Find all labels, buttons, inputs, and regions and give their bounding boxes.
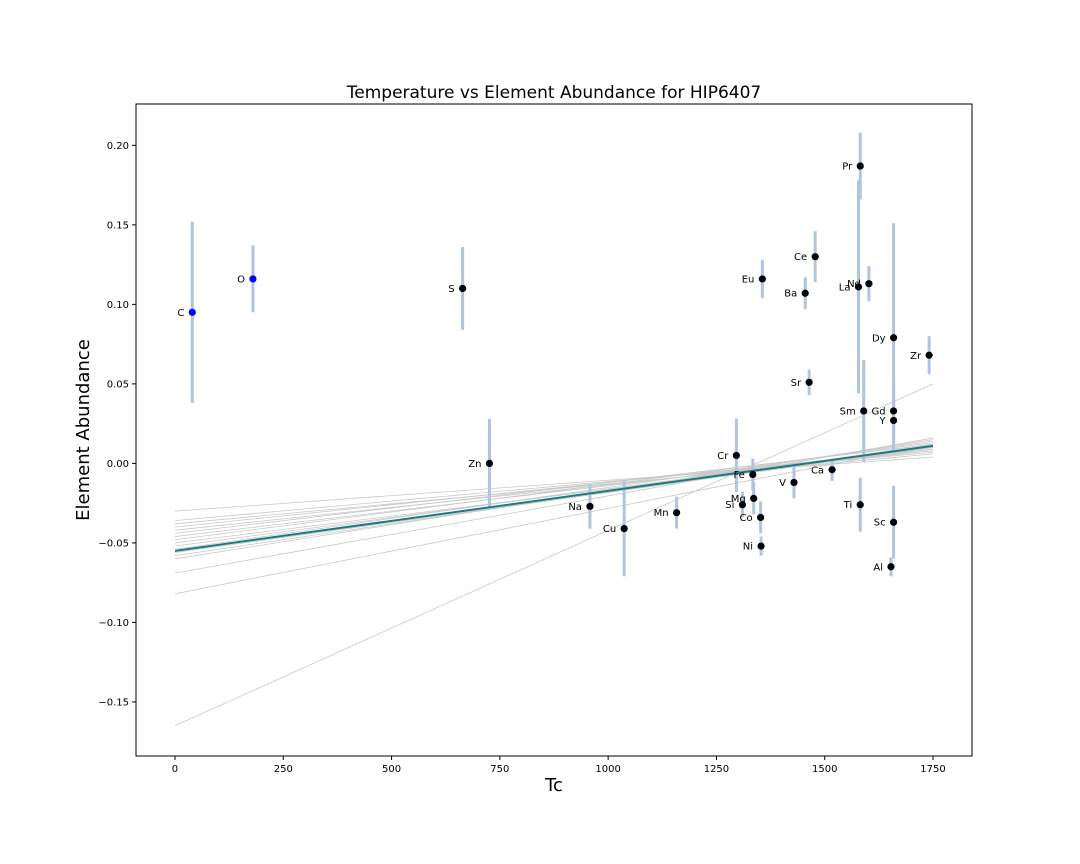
point-label: Co: [740, 513, 753, 524]
point-label: Sc: [874, 518, 886, 529]
x-tick-label: 1000: [595, 764, 620, 775]
data-point: [889, 334, 898, 342]
y-tick-label: 0.05: [107, 379, 129, 390]
data-point: [828, 466, 836, 474]
x-axis-title: Tc: [544, 775, 563, 796]
point-label: Sm: [840, 406, 856, 417]
data-point: [757, 542, 765, 550]
point-label: Nd: [847, 279, 861, 290]
x-axis: 0 250 500 750 1000 1250 1500 1750: [172, 756, 946, 775]
point-label: O: [237, 274, 245, 285]
point-label: La: [839, 282, 851, 293]
data-point: [865, 280, 873, 288]
data-point: [757, 513, 765, 522]
data-point: [860, 407, 868, 415]
data-point: [889, 407, 898, 415]
point-label: Ti: [843, 500, 853, 511]
y-tick-label: 0.00: [107, 459, 129, 470]
data-point: [887, 563, 895, 571]
point-label: Dy: [872, 333, 886, 344]
sample-fit-line: [174, 443, 934, 595]
point-label: Si: [725, 500, 734, 511]
data-point: [925, 351, 933, 359]
point-label: Mg: [731, 494, 746, 505]
x-tick-label: 1250: [704, 764, 729, 775]
data-point: [801, 289, 809, 297]
data-point: [485, 459, 494, 467]
x-tick-label: 1750: [920, 764, 945, 775]
point-label: Ce: [794, 252, 807, 263]
data-point: [249, 275, 257, 283]
y-tick-label: 0.10: [107, 300, 129, 311]
point-label: Eu: [742, 274, 755, 285]
best-fit-line: [174, 444, 934, 552]
y-tick-label: −0.05: [98, 538, 129, 549]
data-point: [790, 478, 798, 487]
y-tick-label: 0.15: [107, 220, 129, 231]
x-tick-label: 250: [274, 764, 293, 775]
data-point: [805, 378, 813, 386]
point-label: Ba: [784, 289, 797, 300]
sample-fit-line: [174, 456, 934, 512]
data-point: [586, 502, 594, 510]
data-point: [738, 501, 747, 509]
point-label: Ca: [811, 465, 824, 476]
sample-fit-line: [174, 437, 934, 574]
data-point: [856, 501, 864, 509]
data-point: [889, 518, 898, 526]
data-point: [459, 284, 467, 293]
point-label: Ni: [743, 542, 753, 553]
y-tick-label: 0.20: [107, 141, 129, 152]
data-point: [749, 470, 757, 479]
sample-fit-line: [174, 383, 934, 727]
data-point: [889, 416, 898, 425]
data-point: [620, 524, 628, 533]
point-label: Zn: [468, 459, 481, 470]
x-tick-label: 1500: [812, 764, 837, 775]
point-label: Fe: [733, 470, 744, 481]
chart-title: Temperature vs Element Abundance for HIP…: [346, 83, 761, 103]
x-tick-label: 500: [382, 764, 401, 775]
point-label: Al: [873, 562, 883, 573]
point-label: C: [177, 308, 184, 319]
point-label: V: [779, 478, 786, 489]
point-label: Cu: [603, 524, 616, 535]
data-point: [854, 283, 863, 291]
point-label: Pr: [842, 162, 853, 173]
data-point: [672, 509, 681, 517]
point-label: Sr: [791, 378, 802, 389]
y-tick-label: −0.10: [98, 618, 129, 629]
y-axis: −0.15 −0.10 −0.05 0.00 0.05 0.10 0.15 0.20: [98, 141, 136, 708]
data-point: [188, 308, 196, 316]
y-axis-title: Element Abundance: [73, 339, 94, 521]
data-point: [811, 253, 819, 261]
x-tick-label: 0: [172, 764, 178, 775]
data-point: [856, 162, 864, 170]
data-point: [758, 275, 766, 283]
data-point: [750, 494, 758, 502]
point-label: Y: [878, 416, 886, 427]
point-label: Zr: [910, 351, 922, 362]
data-point: [732, 451, 740, 460]
plot-frame: [135, 103, 973, 757]
point-label: Mn: [654, 508, 669, 519]
point-label: S: [448, 284, 454, 295]
y-tick-label: −0.15: [98, 697, 129, 708]
point-label: Na: [568, 502, 582, 513]
x-tick-label: 750: [490, 764, 509, 775]
point-label: Cr: [717, 451, 729, 462]
point-label: Gd: [871, 406, 885, 417]
